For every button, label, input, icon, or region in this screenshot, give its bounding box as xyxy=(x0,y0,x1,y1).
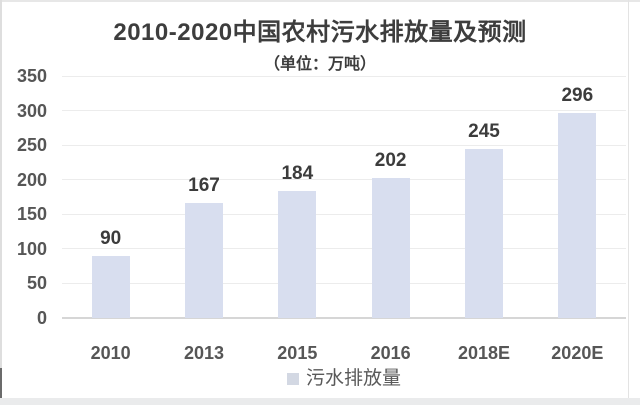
y-tick-label: 350 xyxy=(16,66,47,86)
legend-swatch-icon xyxy=(286,373,299,385)
bar xyxy=(371,178,410,318)
y-tick-label: 100 xyxy=(16,238,47,259)
image-edge-top xyxy=(0,0,640,2)
y-tick-label: 150 xyxy=(16,204,47,225)
x-axis-line xyxy=(62,317,626,319)
gridline xyxy=(62,144,626,146)
y-tick-label: 50 xyxy=(26,273,47,294)
x-tick-label: 2020E xyxy=(551,343,604,363)
chart-title: 2010-2020中国农村污水排放量及预测 xyxy=(113,19,527,46)
gridline xyxy=(62,282,626,284)
legend-label: 污水排放量 xyxy=(305,368,401,389)
image-edge-left xyxy=(0,0,2,398)
x-tick-label: 2015 xyxy=(277,343,318,363)
bar-value-label: 167 xyxy=(188,174,220,196)
x-tick-label: 2016 xyxy=(370,343,411,363)
y-tick-label: 200 xyxy=(16,169,47,190)
legend: 污水排放量 xyxy=(62,367,626,391)
gridline xyxy=(62,179,626,181)
bar-value-label: 90 xyxy=(100,227,122,249)
gridline xyxy=(62,110,626,112)
y-tick-label: 300 xyxy=(16,100,47,121)
y-tick-label: 0 xyxy=(36,308,47,328)
image-edge-right xyxy=(628,0,629,398)
gridline xyxy=(62,75,626,77)
x-tick-label: 2018E xyxy=(457,343,511,363)
image-edge-left-dark xyxy=(0,368,2,398)
bar-value-label: 245 xyxy=(468,120,500,142)
chart-subtitle: （单位：万吨） xyxy=(263,56,376,73)
gridline xyxy=(62,248,626,250)
bar xyxy=(278,190,317,318)
x-tick-label: 2013 xyxy=(183,343,225,363)
bar-value-label: 184 xyxy=(281,162,314,184)
bar xyxy=(91,255,130,318)
bar-value-label: 202 xyxy=(374,150,407,172)
bar xyxy=(185,202,223,318)
bar xyxy=(558,113,597,318)
bar xyxy=(465,148,503,318)
bar-value-label: 296 xyxy=(561,85,594,107)
x-tick-label: 2010 xyxy=(90,343,131,363)
gridline xyxy=(62,213,626,215)
image-edge-bottom xyxy=(0,398,640,405)
y-tick-label: 250 xyxy=(16,135,47,156)
